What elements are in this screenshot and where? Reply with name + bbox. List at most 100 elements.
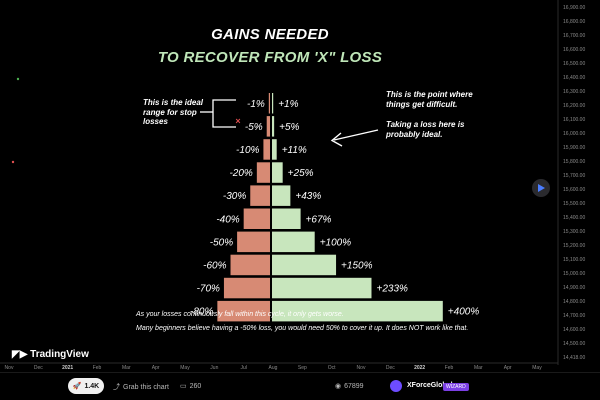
price-tick-label: 14,600.00 — [563, 327, 585, 333]
gain-label: +25% — [288, 168, 314, 179]
grab-chart-button[interactable]: ⤴ Grab this chart — [113, 383, 169, 392]
gain-label: +67% — [306, 214, 332, 225]
loss-label: -80% — [190, 307, 213, 318]
gain-bar — [272, 185, 291, 206]
price-marker — [16, 77, 20, 81]
loss-bar — [263, 139, 270, 160]
price-tick-label: 16,400.00 — [563, 75, 585, 81]
price-marker — [11, 160, 15, 164]
price-tick-label: 15,700.00 — [563, 173, 585, 179]
price-tick-label: 16,300.00 — [563, 89, 585, 95]
author-avatar[interactable] — [390, 380, 402, 392]
right-annotation-1: This is the point where things get diffi… — [386, 90, 473, 109]
loss-bar — [256, 162, 270, 183]
loss-bar — [223, 277, 270, 299]
price-tick-label: 14,900.00 — [563, 285, 585, 291]
time-tick-label: Jun — [210, 365, 218, 371]
price-tick-label: 15,200.00 — [563, 243, 585, 249]
time-tick-label: Mar — [122, 365, 131, 371]
time-tick-label: 2021 — [62, 365, 73, 371]
price-tick-label: 15,600.00 — [563, 187, 585, 193]
price-tick-label: 14,500.00 — [563, 341, 585, 347]
rocket-icon: 🚀 — [72, 383, 82, 390]
time-tick-label: Jul — [240, 365, 246, 371]
loss-bar — [250, 185, 270, 206]
loss-bar — [217, 300, 270, 322]
play-icon — [538, 184, 545, 192]
price-tick-label: 15,300.00 — [563, 229, 585, 235]
tradingview-logo-icon: ◤▶ — [12, 349, 31, 360]
share-icon: ⤴ — [113, 384, 120, 391]
stop-loss-bracket — [212, 99, 236, 128]
footer-note-2: Many beginners believe having a -50% los… — [136, 325, 469, 332]
footer-note-1: As your losses continuously fall within … — [136, 311, 344, 318]
time-tick-label: 2022 — [414, 365, 425, 371]
gain-label: +1% — [278, 99, 298, 110]
price-tick-label: 15,900.00 — [563, 145, 585, 151]
loss-bar — [268, 93, 270, 114]
boost-button[interactable]: 🚀 1.4K — [68, 378, 104, 394]
loss-label: -50% — [210, 237, 233, 248]
gain-bar — [272, 300, 443, 322]
price-tick-label: 15,800.00 — [563, 159, 585, 165]
time-tick-label: Apr — [504, 365, 512, 371]
left-annotation: This is the ideal range for stop losses — [143, 98, 204, 126]
gain-label: +11% — [282, 145, 307, 156]
views-counter: ◉ 67899 — [335, 382, 364, 391]
loss-label: -60% — [203, 260, 226, 271]
gain-bar — [272, 93, 274, 114]
price-tick-label: 16,900.00 — [563, 5, 585, 11]
loss-label: -1% — [247, 99, 265, 110]
price-tick-label: 16,500.00 — [563, 61, 585, 67]
tradingview-logo: ◤▶ TradingView — [12, 349, 89, 360]
loss-label: -10% — [236, 145, 259, 156]
time-tick-label: Aug — [269, 365, 278, 371]
price-tick-label: 16,200.00 — [563, 103, 585, 109]
loss-label: -5% — [245, 122, 263, 133]
gain-bar — [272, 116, 275, 137]
time-tick-label: Nov — [5, 365, 14, 371]
loss-bar — [230, 254, 270, 276]
price-tick-label: 16,000.00 — [563, 131, 585, 137]
price-tick-label: 16,700.00 — [563, 33, 585, 39]
time-tick-label: May — [532, 365, 542, 371]
author-name[interactable]: XForceGlobal — [407, 382, 453, 389]
gain-label: +43% — [295, 191, 321, 202]
loss-bar — [237, 231, 270, 253]
loss-label: -70% — [197, 284, 220, 295]
price-tick-label: 15,400.00 — [563, 215, 585, 221]
price-tick-label: 16,100.00 — [563, 117, 585, 123]
loss-label: -30% — [223, 191, 246, 202]
price-tick-label: 15,100.00 — [563, 257, 585, 263]
time-tick-label: Feb — [93, 365, 102, 371]
time-tick-label: Mar — [474, 365, 483, 371]
loss-bar — [266, 116, 270, 137]
gain-bar — [272, 208, 301, 229]
chart-subtitle: TO RECOVER FROM 'X" LOSS — [157, 49, 383, 66]
time-tick-label: Dec — [34, 365, 43, 371]
gain-bar — [272, 162, 283, 183]
loss-label: -20% — [229, 168, 252, 179]
gain-label: +5% — [279, 122, 299, 133]
time-tick-label: Oct — [328, 365, 336, 371]
gain-label: +233% — [376, 284, 408, 295]
price-tick-label: 16,600.00 — [563, 47, 585, 53]
comment-icon: ▭ — [180, 383, 187, 390]
gain-bar — [272, 139, 277, 160]
time-tick-label: Nov — [357, 365, 366, 371]
price-tick-label: 14,418.00 — [563, 355, 585, 361]
scroll-right-button[interactable] — [532, 179, 550, 197]
gain-bar — [272, 254, 337, 276]
time-tick-label: Sep — [298, 365, 307, 371]
gain-bar — [272, 231, 315, 253]
time-tick-label: Feb — [445, 365, 454, 371]
comments-button[interactable]: ▭ 260 — [180, 382, 202, 391]
gain-label: +150% — [341, 260, 373, 271]
pointer-arrow-line — [333, 129, 379, 141]
price-tick-label: 16,800.00 — [563, 19, 585, 25]
gain-label: +100% — [320, 237, 352, 248]
eye-icon: ◉ — [335, 383, 342, 390]
gain-bar — [272, 277, 372, 299]
